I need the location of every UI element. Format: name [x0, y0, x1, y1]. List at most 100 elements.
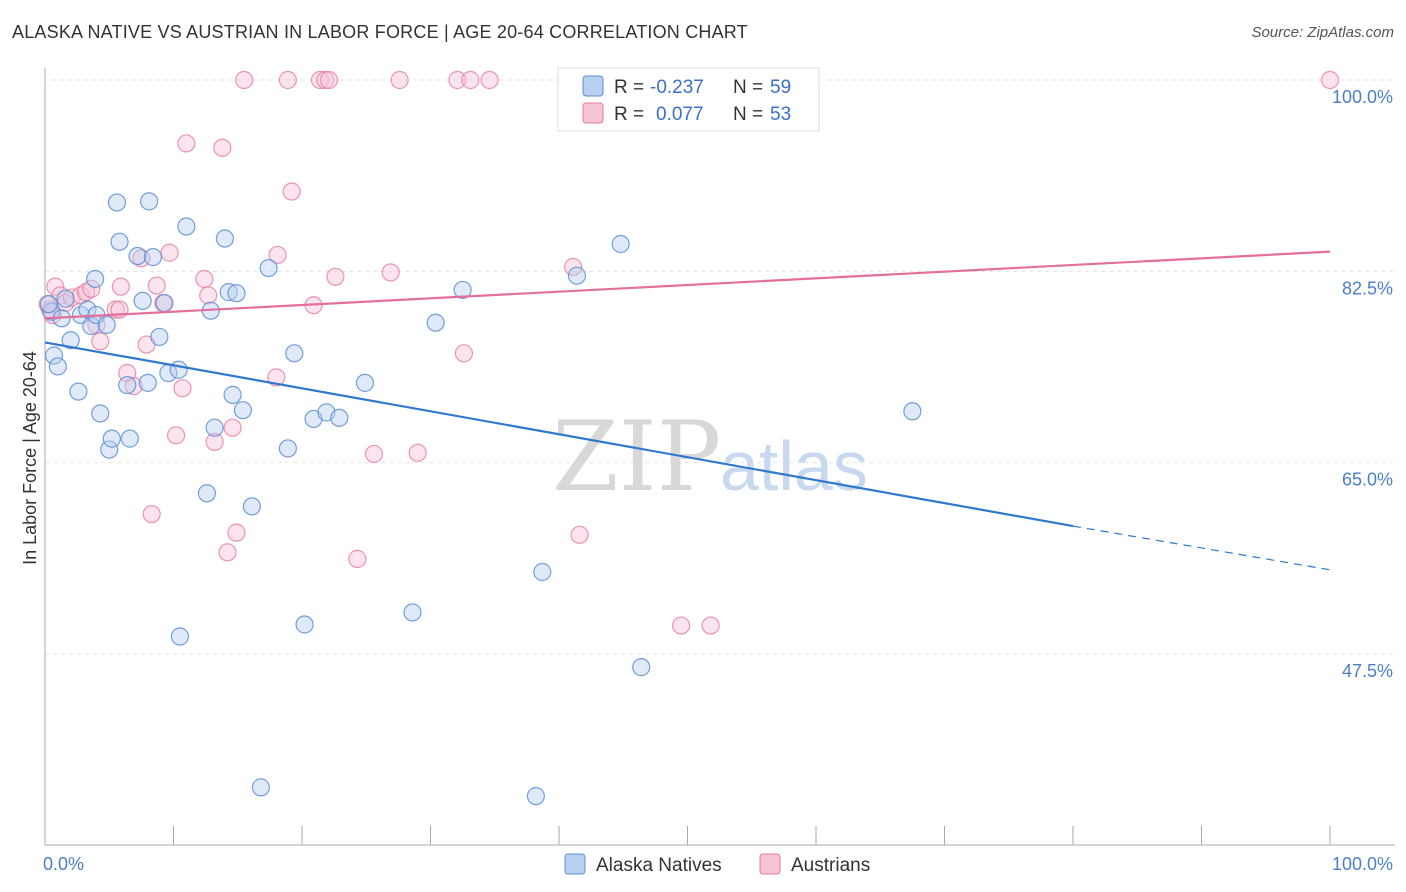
austrians-point [454, 344, 474, 363]
austrians-point [364, 444, 384, 464]
y-axis-label: In Labor Force | Age 20-64 [20, 351, 40, 565]
alaska-natives-point [242, 497, 261, 516]
alaska-natives-point [251, 778, 270, 797]
austrians-point [381, 263, 400, 282]
alaska-natives-point [533, 562, 552, 582]
alaska-natives-point [169, 360, 188, 379]
austrians-point [166, 426, 186, 445]
austrians-point [448, 70, 467, 90]
alaska-natives-point [82, 316, 101, 336]
austrians-point [82, 279, 101, 298]
watermark-atlas: atlas [720, 427, 868, 505]
alaska-natives-point [295, 615, 314, 634]
alaska-natives-point [233, 401, 252, 420]
gridlines [45, 79, 1395, 655]
austrians-point [199, 286, 218, 305]
legend-n-label-2: N = [733, 104, 763, 125]
y-tick-labels: 47.5% 65.0% 82.5% 100.0% [1332, 87, 1393, 681]
austrians-point [1320, 70, 1340, 90]
bottom-legend-austrians: Austrians [791, 855, 870, 876]
alaska-natives-point [128, 246, 147, 266]
austrians-point [195, 269, 214, 289]
chart-title: ALASKA NATIVE VS AUSTRIAN IN LABOR FORCE… [12, 22, 748, 42]
x-tick-label: 100.0% [1332, 854, 1393, 874]
alaska-natives-point [611, 234, 630, 254]
legend-n-value-2: 53 [770, 104, 791, 125]
alaska-natives-point [97, 315, 116, 335]
correlation-legend: R = -0.237 N = 59 R = 0.077 N = 53 [557, 67, 820, 132]
legend-r-value-2: 0.077 [656, 104, 704, 125]
alaska-natives-point [143, 248, 163, 267]
bottom-legend-swatch-pink [759, 853, 781, 875]
legend-n-value-1: 59 [770, 77, 791, 98]
alaska-natives-point [177, 217, 196, 236]
alaska-natives-point [107, 193, 127, 212]
austrians-point [147, 276, 166, 295]
series-legend: Alaska Natives Austrians [564, 853, 870, 876]
austrians-point [316, 70, 335, 90]
bottom-legend-swatch-blue [564, 853, 586, 875]
alaska-natives-point [61, 331, 80, 350]
alaska-natives-point [39, 295, 58, 314]
alaska-natives-point [155, 293, 174, 313]
austrians-point [348, 549, 367, 568]
alaska-natives-point [44, 346, 64, 365]
austrians-point [142, 504, 161, 524]
austrians-point [213, 138, 232, 157]
bottom-legend-alaska: Alaska Natives [596, 855, 722, 876]
alaska-natives-point [56, 289, 75, 308]
austrians-point [223, 418, 242, 437]
alaska-natives-point [453, 280, 472, 300]
alaska-natives-trend-line [44, 341, 1074, 528]
alaska-natives-point [86, 269, 105, 289]
alaska-natives-point [48, 357, 67, 376]
austrians-point [319, 70, 339, 90]
alaska-natives-points [39, 192, 922, 806]
watermark-zip: ZIP [552, 401, 721, 513]
austrians-point [160, 243, 179, 262]
alaska-natives-point [69, 382, 88, 401]
y-tick-label: 100.0% [1332, 87, 1393, 107]
legend-r-value-1: -0.237 [650, 77, 704, 98]
alaska-natives-point [330, 408, 349, 427]
austrians-point [124, 377, 143, 396]
austrians-point [177, 134, 196, 153]
y-tick-label: 82.5% [1342, 278, 1393, 298]
alaska-natives-point [170, 627, 190, 646]
legend-r-label-2: R = [614, 104, 644, 125]
alaska-natives-point [403, 603, 422, 622]
alaska-natives-point [120, 429, 139, 448]
y-tick-label: 47.5% [1342, 661, 1393, 681]
austrians-point [218, 543, 237, 562]
alaska-natives-point [133, 291, 152, 310]
austrians-point [278, 70, 297, 90]
austrians-point [235, 70, 254, 90]
alaska-natives-point [632, 658, 651, 677]
austrians-point [390, 70, 409, 90]
alaska-natives-point [102, 429, 121, 448]
alaska-natives-point [205, 418, 224, 437]
austrians-point [227, 523, 246, 542]
alaska-natives-point [138, 373, 157, 392]
source-label: Source: ZipAtlas.com [1251, 24, 1394, 41]
x-tick-label: 0.0% [43, 854, 84, 874]
legend-n-label-1: N = [733, 77, 763, 98]
alaska-natives-point [567, 266, 587, 285]
alaska-natives-point [100, 440, 119, 459]
austrians-points [38, 70, 1340, 635]
alaska-natives-point [118, 375, 137, 395]
austrians-point [46, 277, 65, 296]
trend-lines [44, 250, 1331, 571]
austrians-point [671, 616, 691, 635]
alaska-natives-point [150, 327, 169, 347]
y-tick-label: 65.0% [1342, 470, 1393, 490]
alaska-natives-point [426, 313, 445, 332]
alaska-natives-point [259, 258, 278, 278]
alaska-natives-point [110, 232, 129, 251]
austrians-point [282, 182, 301, 201]
alaska-natives-point [219, 283, 238, 302]
austrians-point [701, 616, 720, 635]
alaska-natives-point [903, 402, 922, 421]
austrians-point [461, 70, 480, 90]
